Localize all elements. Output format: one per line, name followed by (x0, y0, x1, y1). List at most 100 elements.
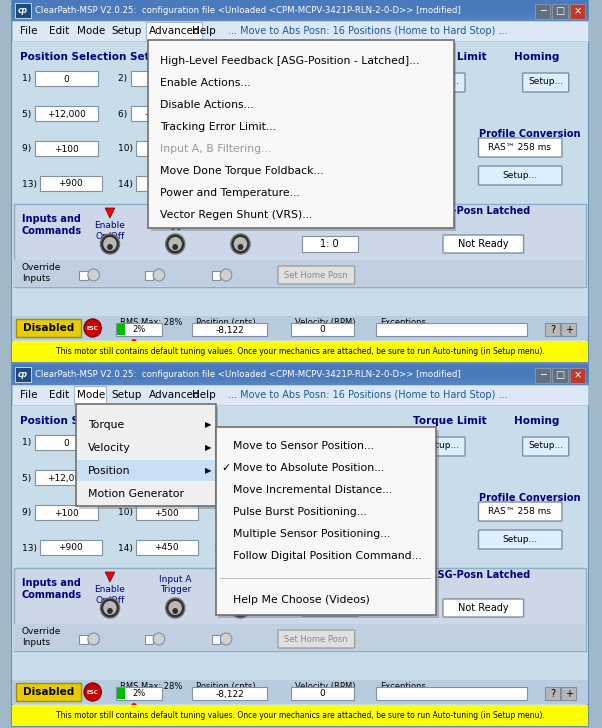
Text: □: □ (556, 6, 565, 16)
FancyBboxPatch shape (479, 166, 562, 185)
FancyBboxPatch shape (419, 437, 465, 456)
Bar (376, 323, 527, 336)
Text: 6): 6) (117, 473, 130, 483)
Bar (136, 505, 199, 520)
Text: Advanced: Advanced (149, 26, 201, 36)
Text: +...000: +...000 (143, 438, 177, 448)
Text: 1): 1) (22, 74, 34, 84)
Bar (151, 43, 456, 231)
Bar (12, 0, 588, 21)
Text: 1: 0: 1: 0 (320, 239, 339, 249)
Bar (231, 435, 283, 450)
Text: 10): 10) (117, 508, 135, 518)
Text: RAS™ 258 ms: RAS™ 258 ms (488, 507, 551, 515)
Bar (36, 435, 98, 450)
Text: Enable
On/Off: Enable On/Off (95, 221, 125, 240)
Circle shape (131, 703, 137, 709)
Text: Exceptions: Exceptions (380, 682, 426, 691)
Text: Inputs and
Commands: Inputs and Commands (22, 578, 82, 600)
Bar (193, 687, 267, 700)
FancyBboxPatch shape (278, 630, 355, 648)
Text: +900: +900 (58, 180, 83, 189)
Text: limit: limit (413, 114, 435, 124)
Text: ×: × (573, 370, 582, 380)
Bar (136, 141, 199, 156)
Circle shape (84, 683, 101, 701)
Text: 10): 10) (117, 144, 135, 154)
Text: Velocity (RPM): Velocity (RPM) (295, 318, 356, 327)
Text: 2%: 2% (132, 325, 145, 334)
Bar (14, 260, 586, 287)
Polygon shape (105, 208, 115, 218)
Text: -8,122: -8,122 (216, 689, 244, 698)
Circle shape (88, 269, 99, 281)
Text: RAS™ 258 ms: RAS™ 258 ms (488, 143, 551, 151)
Text: +100: +100 (54, 144, 79, 154)
Text: Setup...: Setup... (424, 77, 459, 87)
Text: ▶: ▶ (205, 467, 211, 475)
Circle shape (153, 269, 165, 281)
Bar (148, 40, 453, 228)
Text: Mode: Mode (77, 26, 105, 36)
Text: 13): 13) (22, 544, 40, 553)
Circle shape (101, 598, 120, 618)
Bar (12, 41, 588, 316)
Text: OVR: OVR (380, 437, 399, 446)
Polygon shape (105, 572, 115, 582)
Circle shape (101, 234, 120, 254)
Text: 0: 0 (63, 74, 69, 84)
Text: -8,122: -8,122 (216, 325, 244, 334)
Bar (12, 15, 588, 16)
Text: Set Home Posn: Set Home Posn (285, 271, 348, 280)
Circle shape (103, 601, 117, 615)
Bar (144, 635, 153, 644)
Text: Setup...: Setup... (502, 534, 538, 544)
Circle shape (231, 598, 250, 618)
Circle shape (103, 237, 117, 251)
Text: 0: 0 (319, 689, 325, 698)
Text: Move to Sensor Position...: Move to Sensor Position... (233, 441, 374, 451)
Bar (12, 705, 588, 726)
Bar (561, 323, 576, 336)
Text: +20,0...: +20,0... (144, 109, 180, 119)
Text: ✓: ✓ (222, 463, 231, 473)
Bar (12, 14, 588, 15)
Text: 13): 13) (22, 180, 40, 189)
Circle shape (385, 456, 393, 464)
Text: File: File (20, 26, 37, 36)
Text: ─: ─ (540, 370, 546, 380)
Bar (12, 380, 588, 381)
Bar (14, 568, 586, 651)
Bar (12, 385, 588, 405)
Circle shape (131, 339, 137, 345)
Text: Help: Help (193, 390, 216, 400)
Text: □: □ (556, 370, 565, 380)
Bar (12, 382, 588, 383)
Text: Input A
Trigger: Input A Trigger (159, 211, 191, 230)
Text: ... Move to Abs Posn: 16 Positions (Home to Hard Stop) ...: ... Move to Abs Posn: 16 Positions (Home… (228, 390, 507, 400)
Bar (36, 470, 98, 485)
Text: Setup: Setup (111, 390, 141, 400)
Bar (36, 505, 98, 520)
Text: Position (cnts): Position (cnts) (196, 682, 256, 691)
Bar (212, 635, 220, 644)
Bar (36, 141, 98, 156)
Bar (535, 4, 550, 19)
Bar (15, 3, 31, 18)
Circle shape (234, 601, 247, 615)
Text: +...: +... (250, 508, 266, 518)
Text: Torque Limit: Torque Limit (413, 52, 487, 62)
Circle shape (172, 244, 178, 250)
Text: Disable Actions...: Disable Actions... (160, 100, 253, 110)
Text: +: + (565, 689, 573, 699)
Bar (79, 271, 88, 280)
Text: ▶: ▶ (205, 443, 211, 453)
Text: Move to Absolute Position...: Move to Absolute Position... (233, 463, 384, 473)
Text: Enable
On/Off: Enable On/Off (95, 585, 125, 604)
Text: Disabled: Disabled (23, 687, 74, 697)
Text: Profile Conversion: Profile Conversion (479, 493, 581, 503)
Text: High-Level Feedback [ASG-Position - Latched]...: High-Level Feedback [ASG-Position - Latc… (160, 56, 419, 66)
Text: File: File (20, 390, 37, 400)
Bar (12, 13, 588, 14)
Text: Enable Actions...: Enable Actions... (160, 78, 250, 88)
